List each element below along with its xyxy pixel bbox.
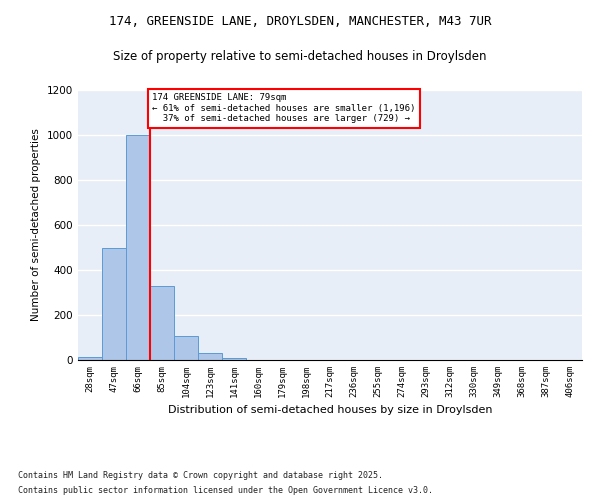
Text: Size of property relative to semi-detached houses in Droylsden: Size of property relative to semi-detach… xyxy=(113,50,487,63)
Bar xyxy=(174,336,198,360)
Bar xyxy=(126,135,150,360)
Text: 174, GREENSIDE LANE, DROYLSDEN, MANCHESTER, M43 7UR: 174, GREENSIDE LANE, DROYLSDEN, MANCHEST… xyxy=(109,15,491,28)
Text: 174 GREENSIDE LANE: 79sqm
← 61% of semi-detached houses are smaller (1,196)
  37: 174 GREENSIDE LANE: 79sqm ← 61% of semi-… xyxy=(152,94,416,123)
Bar xyxy=(222,358,246,360)
Bar xyxy=(150,286,174,360)
Text: Contains public sector information licensed under the Open Government Licence v3: Contains public sector information licen… xyxy=(18,486,433,495)
X-axis label: Distribution of semi-detached houses by size in Droylsden: Distribution of semi-detached houses by … xyxy=(168,406,492,415)
Bar xyxy=(78,356,102,360)
Text: Contains HM Land Registry data © Crown copyright and database right 2025.: Contains HM Land Registry data © Crown c… xyxy=(18,471,383,480)
Bar xyxy=(198,353,222,360)
Y-axis label: Number of semi-detached properties: Number of semi-detached properties xyxy=(31,128,41,322)
Bar xyxy=(102,248,126,360)
